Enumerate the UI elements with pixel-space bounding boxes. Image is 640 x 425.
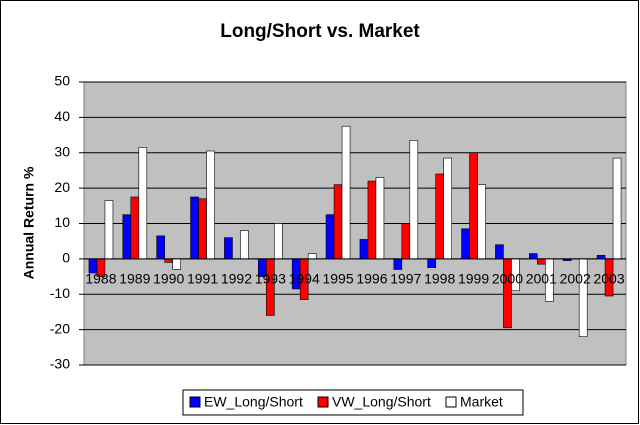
x-tick-label: 1990 [153,271,184,287]
bar [122,214,132,260]
bar [401,223,411,260]
bar [198,198,207,260]
y-tick-label: 50 [54,73,70,89]
x-tick-label: 1988 [85,271,116,287]
x-tick-label: 1993 [255,271,286,287]
bar [206,150,215,260]
bar [190,196,199,260]
bar [375,177,385,260]
bar [164,258,173,263]
bar [477,184,486,260]
x-tick-label: 2003 [593,271,624,287]
y-tick-label: 30 [54,143,70,159]
x-tick-label: 2002 [560,271,591,287]
bar [469,152,478,260]
bar [266,258,275,316]
x-tick-label: 2000 [492,271,523,287]
x-tick-label: 1996 [356,271,387,287]
bar [409,140,419,260]
bar [138,147,148,260]
bar [443,157,452,260]
legend-label: Market [460,394,503,410]
x-tick-label: 1997 [390,271,421,287]
bar [359,239,369,260]
bar [341,125,351,260]
legend-swatch [189,396,201,408]
bar [529,253,538,260]
bar [156,235,165,260]
bar [325,214,335,260]
y-tick-label: 20 [54,179,70,195]
bar [224,237,233,260]
legend-box [182,389,524,416]
bar [503,258,512,329]
bar [307,253,317,260]
y-tick-label: -10 [50,285,70,301]
bar [172,258,181,270]
bar [130,196,140,260]
legend-label: EW_Long/Short [204,394,303,410]
y-tick-label: 10 [54,214,70,230]
bar [596,255,606,260]
y-tick-label: -20 [50,320,70,336]
x-tick-label: 2001 [526,271,557,287]
bar [435,173,444,260]
bar [367,180,377,260]
bar [461,228,470,260]
x-tick-label: 1995 [322,271,353,287]
bar [274,223,283,260]
x-tick-label: 1989 [119,271,150,287]
bar [240,230,249,260]
x-tick-label: 1999 [458,271,489,287]
y-axis-label: Annual Return % [21,166,37,279]
bar [393,258,403,270]
bar [104,200,114,260]
x-tick-label: 1991 [187,271,218,287]
x-tick-label: 1994 [289,271,320,287]
x-tick-label: 1998 [424,271,455,287]
legend-swatch [445,396,457,408]
bar [495,244,504,260]
legend-label: VW_Long/Short [332,394,431,410]
chart-title: Long/Short vs. Market [220,21,420,42]
bar [427,258,436,269]
x-tick-label: 1992 [221,271,252,287]
bar [537,258,546,265]
legend-swatch [317,396,329,408]
bar [333,184,343,260]
y-tick-label: 0 [62,250,70,266]
y-tick-label: -30 [50,356,70,372]
y-tick-label: 40 [54,108,70,124]
bar [612,157,622,260]
